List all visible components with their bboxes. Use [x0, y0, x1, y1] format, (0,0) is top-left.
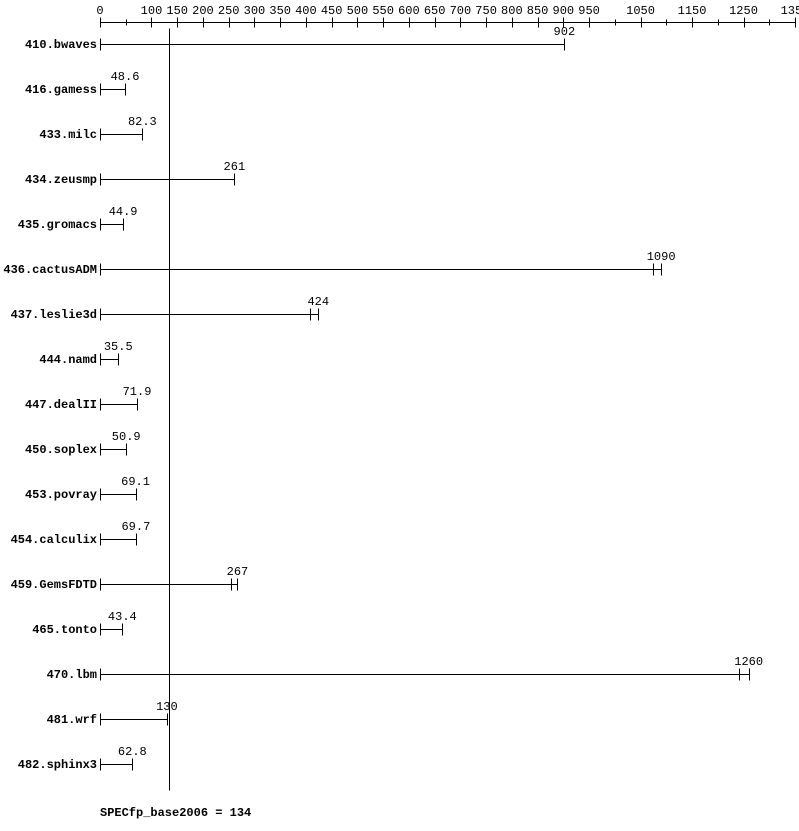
axis-label: 500 — [347, 4, 369, 18]
row-value-label: 71.9 — [123, 385, 152, 399]
spec-chart: 0100150200250300350400450500550600650700… — [0, 0, 799, 831]
axis-label: 250 — [218, 4, 240, 18]
row-value-label: 902 — [554, 25, 576, 39]
axis-label: 750 — [475, 4, 497, 18]
axis-label: 100 — [141, 4, 163, 18]
row-label: 444.namd — [39, 353, 97, 367]
axis-label: 600 — [398, 4, 420, 18]
row-label: 482.sphinx3 — [18, 758, 97, 772]
row-value-label: 44.9 — [109, 205, 138, 219]
row-label: 459.GemsFDTD — [11, 578, 97, 592]
row-value-label: 1260 — [734, 655, 763, 669]
axis-label: 350 — [269, 4, 291, 18]
row-value-label: 82.3 — [128, 115, 157, 129]
axis-label: 800 — [501, 4, 523, 18]
row-label: 450.soplex — [25, 443, 97, 457]
axis-label: 400 — [295, 4, 317, 18]
row-label: 470.lbm — [47, 668, 97, 682]
row-label: 435.gromacs — [18, 218, 97, 232]
row-label: 481.wrf — [47, 713, 97, 727]
axis-label: 1150 — [678, 4, 707, 18]
axis-label: 1350 — [781, 4, 799, 18]
axis-label: 1250 — [729, 4, 758, 18]
row-value-label: 43.4 — [108, 610, 137, 624]
axis-label: 650 — [424, 4, 446, 18]
row-label: 437.leslie3d — [11, 308, 97, 322]
axis-label: 900 — [553, 4, 575, 18]
row-value-label: 130 — [156, 700, 178, 714]
axis-label: 550 — [372, 4, 394, 18]
axis-label: 950 — [578, 4, 600, 18]
axis-label: 700 — [450, 4, 472, 18]
axis-label: 200 — [192, 4, 214, 18]
row-value-label: 1090 — [647, 250, 676, 264]
row-label: 447.dealII — [25, 398, 97, 412]
row-value-label: 50.9 — [112, 430, 141, 444]
row-value-label: 69.1 — [121, 475, 150, 489]
row-value-label: 48.6 — [111, 70, 140, 84]
row-label: 433.milc — [39, 128, 97, 142]
row-label: 434.zeusmp — [25, 173, 97, 187]
row-value-label: 267 — [227, 565, 249, 579]
row-label: 465.tonto — [32, 623, 97, 637]
axis-label: 850 — [527, 4, 549, 18]
row-label: 436.cactusADM — [3, 263, 97, 277]
row-label: 454.calculix — [11, 533, 97, 547]
axis-label: 1050 — [626, 4, 655, 18]
row-label: 453.povray — [25, 488, 97, 502]
row-value-label: 424 — [307, 295, 329, 309]
row-value-label: 69.7 — [121, 520, 150, 534]
row-value-label: 62.8 — [118, 745, 147, 759]
axis-label: 150 — [166, 4, 188, 18]
axis-label: 450 — [321, 4, 343, 18]
axis-label: 0 — [96, 4, 103, 18]
row-value-label: 261 — [224, 160, 246, 174]
row-value-label: 35.5 — [104, 340, 133, 354]
footer-label: SPECfp_base2006 = 134 — [100, 806, 251, 820]
row-label: 410.bwaves — [25, 38, 97, 52]
axis-label: 300 — [244, 4, 266, 18]
row-label: 416.gamess — [25, 83, 97, 97]
